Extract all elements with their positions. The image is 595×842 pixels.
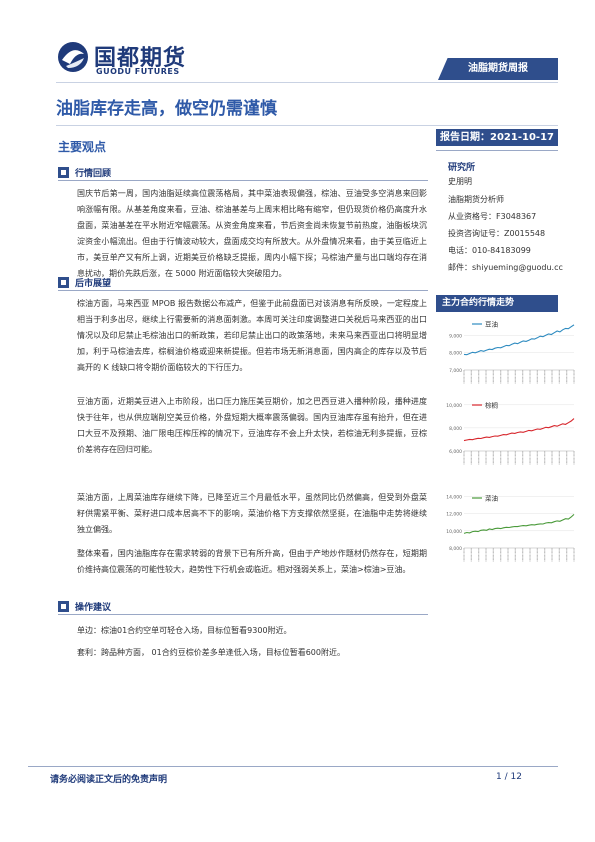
- consulting-number: 投资咨询证号：Z0015548: [448, 229, 546, 238]
- y-tick-label: 14,000: [446, 494, 462, 500]
- footer-divider: [28, 766, 558, 767]
- legend-label: 菜油: [485, 494, 498, 503]
- bullet-square-icon: [58, 601, 69, 612]
- paragraph: 套利：跨品种方面， 01合约豆棕价差多单逢低入场，目标位暂看600附近。: [77, 648, 345, 657]
- block-heading-text: 行情回顾: [75, 169, 112, 179]
- analyst-name: 史朋明: [448, 177, 472, 186]
- page-number: 1 / 12: [496, 772, 522, 782]
- analyst-role: 油脂期货分析师: [448, 195, 504, 204]
- block-divider: [58, 614, 428, 615]
- report-date-badge: 报告日期：2021-10-17: [436, 129, 558, 146]
- sidebar-divider: [436, 150, 558, 151]
- block-divider: [58, 180, 428, 181]
- y-tick-label: 6,000: [449, 449, 462, 455]
- header-divider: [56, 82, 558, 83]
- page-title: 油脂库存走高，做空仍需谨慎: [56, 99, 277, 119]
- block-divider: [58, 290, 428, 291]
- rapeseed-oil-chart: 8,000 10,000 12,000 14,000 菜油: [446, 494, 575, 563]
- y-tick-label: 8,000: [449, 351, 462, 357]
- guodu-logo-icon: [58, 42, 88, 72]
- phone-number: 电话：010-84183099: [448, 246, 531, 255]
- y-tick-label: 12,000: [446, 512, 462, 518]
- y-tick-label: 8,000: [449, 546, 462, 552]
- disclaimer-note: 请务必阅读正文后的免责声明: [50, 775, 168, 785]
- paragraph: 棕油方面，马来西亚 MPOB 报告数据公布减产，但鉴于此前盘面已对该消息有所反映…: [77, 299, 427, 372]
- paragraph: 菜油方面，上周菜油库存继续下降，已降至近三个月最低水平，虽然同比仍然偏高，但受到…: [77, 493, 427, 534]
- research-heading: 研究所: [448, 163, 476, 173]
- email-address[interactable]: 邮件：shiyueming@guodu.cc: [448, 263, 563, 272]
- paragraph: 单边：棕油01合约空单可轻仓入场，目标位暂看9300附近。: [77, 626, 292, 635]
- y-tick-label: 10,000: [446, 403, 462, 409]
- legend-label: 豆油: [485, 320, 498, 329]
- block-heading-text: 操作建议: [75, 603, 112, 613]
- series-line: [463, 418, 575, 442]
- qualification-number: 从业资格号：F3048367: [448, 212, 537, 221]
- title-divider: [56, 125, 558, 126]
- soybean-oil-chart: 7,000 8,000 9,000 豆油: [449, 320, 575, 385]
- logo-english-text: GUODU FUTURES: [96, 67, 180, 76]
- y-tick-label: 10,000: [446, 529, 462, 535]
- chart-section-heading: 主力合约行情走势: [436, 295, 558, 312]
- block-heading-text: 后市展望: [75, 279, 112, 289]
- section-heading: 主要观点: [58, 140, 107, 154]
- bullet-square-icon: [58, 167, 69, 178]
- block-heading-strategy: 操作建议: [58, 600, 111, 613]
- report-type-tag: 油脂期货周报: [438, 58, 558, 80]
- paragraph: 整体来看，国内油脂库存在需求转弱的背景下已有所升高，但由于产地炒作题材仍然存在，…: [77, 549, 427, 574]
- block-heading-review: 行情回顾: [58, 166, 111, 179]
- paragraph: 豆油方面，近期美豆进入上市阶段，出口压力施压美豆期价，加之巴西豆进入播种阶段，播…: [77, 397, 427, 454]
- series-line: [463, 513, 575, 534]
- paragraph: 国庆节后第一周，国内油脂延续高位震荡格局，其中菜油表现偏强，棕油、豆油受多空消息…: [77, 189, 427, 278]
- y-tick-label: 8,000: [449, 426, 462, 432]
- y-tick-label: 7,000: [449, 368, 462, 374]
- logo-text: 国都期货: [94, 46, 187, 71]
- palm-oil-chart: 6,000 8,000 10,000 棕榈: [446, 401, 575, 466]
- series-line: [463, 324, 575, 356]
- legend-label: 棕榈: [485, 401, 498, 410]
- block-heading-outlook: 后市展望: [58, 276, 111, 289]
- bullet-square-icon: [58, 277, 69, 288]
- y-tick-label: 9,000: [449, 333, 462, 339]
